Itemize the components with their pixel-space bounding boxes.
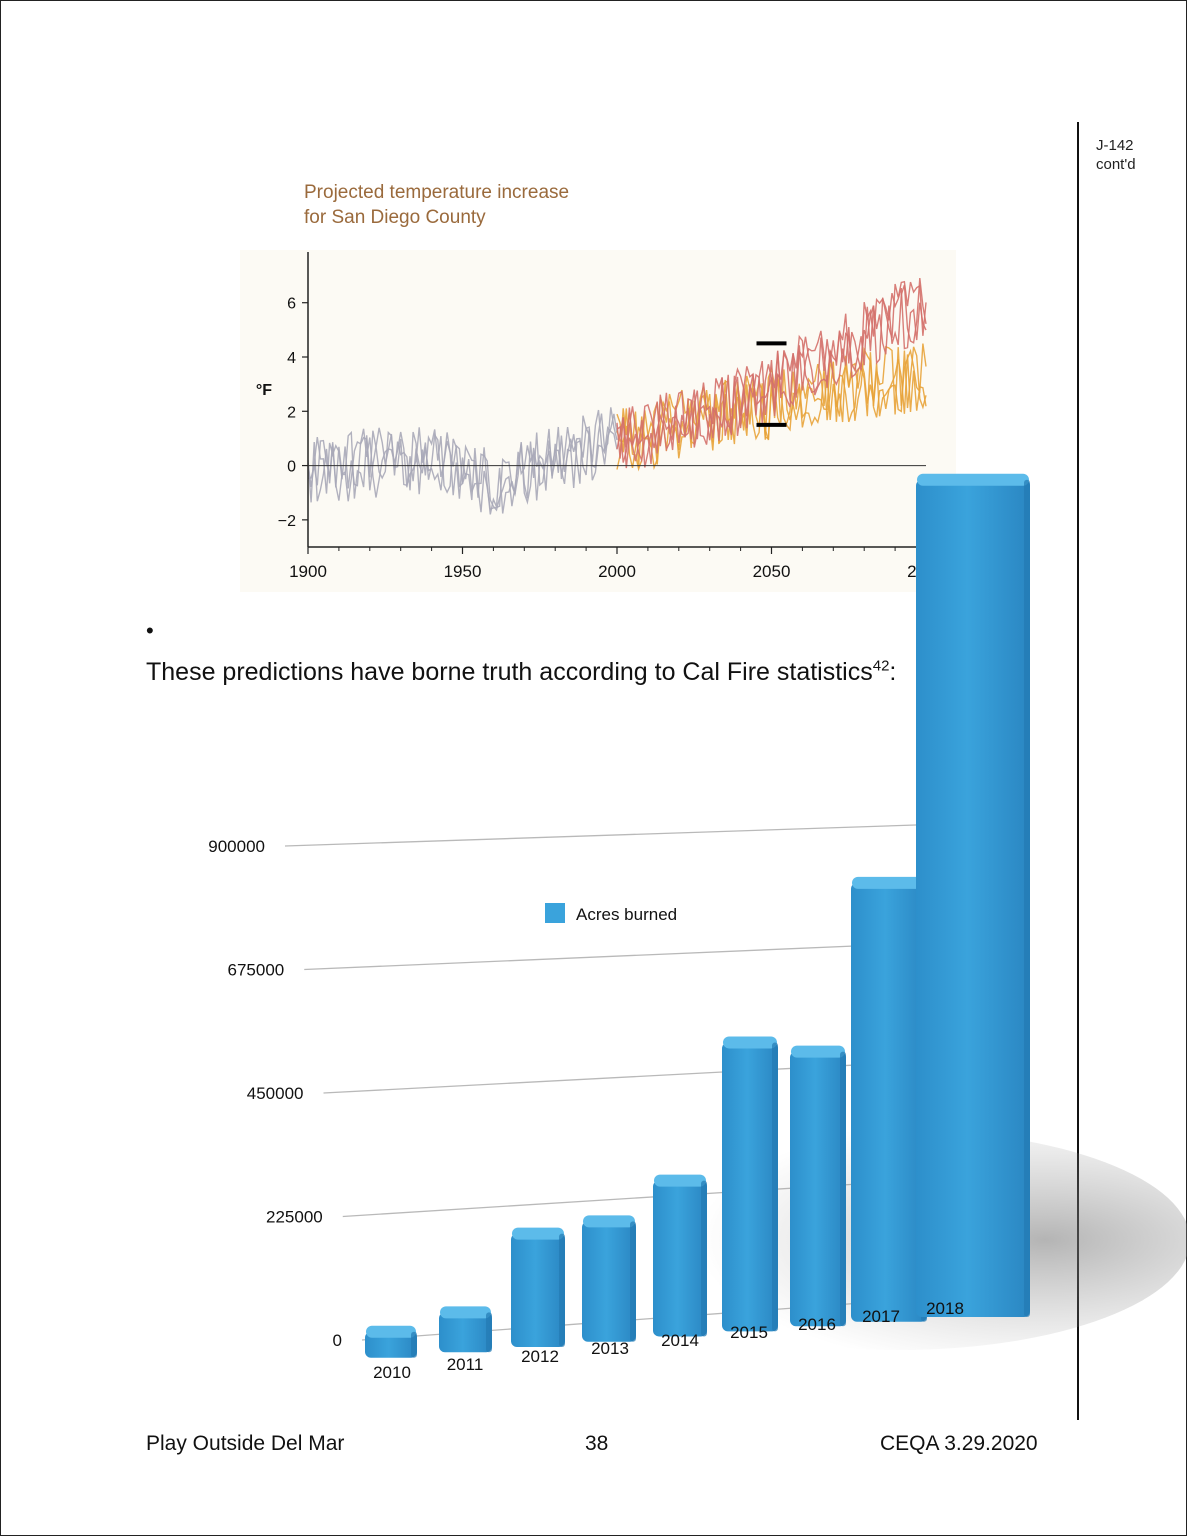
bar-x-label-2017: 2017 [862,1307,900,1326]
bar-body-2012 [511,1233,565,1347]
bar-body-2018 [916,479,1030,1317]
bar-2011 [439,1306,492,1353]
footer-organization: Play Outside Del Mar [146,1432,345,1455]
bar-y-tick-label-675000: 675000 [228,961,285,980]
bar-y-tick-label-900000: 900000 [208,837,265,856]
grid-line-900000 [284,821,1007,847]
bar-2016 [790,1045,846,1327]
legend-label: Acres burned [576,905,677,924]
bar-body-2015 [722,1042,778,1332]
bar-x-label-2014: 2014 [661,1331,699,1350]
y-tick-label-4: 4 [287,350,296,367]
bar-top-2016 [791,1045,845,1058]
x-tick-label-2000: 2000 [598,562,636,581]
y-tick-label-2: 2 [287,404,296,421]
bar-top-2012 [512,1227,564,1240]
bar-body-2013 [582,1221,636,1342]
bar-side-2013 [630,1221,636,1342]
bar-2015 [722,1036,778,1332]
y-tick-label-0: 0 [287,459,296,476]
title-line-1: Projected temperature increase [304,182,570,203]
bullet: • [146,618,154,643]
comment-continued: cont'd [1096,156,1136,173]
bar-top-2018 [917,473,1029,486]
bar-top-2015 [723,1036,777,1049]
bar-body-2016 [790,1051,846,1327]
x-tick-label-1900: 1900 [289,562,327,581]
bar-body-2017 [851,882,927,1322]
bar-x-label-2010: 2010 [373,1363,411,1382]
bar-x-label-2018: 2018 [926,1299,964,1318]
bar-x-label-2013: 2013 [591,1339,629,1358]
bar-x-label-2011: 2011 [447,1355,484,1374]
bar-body-2011 [439,1312,492,1353]
prediction-text: These predictions have borne truth accor… [146,658,896,687]
x-tick-label-1950: 1950 [444,562,482,581]
bar-top-2011 [440,1306,491,1319]
bar-top-2013 [583,1215,635,1228]
y-tick-label--2: −2 [278,513,296,530]
bar-x-label-2012: 2012 [521,1347,559,1366]
margin-rule [1077,122,1079,1420]
bar-side-2012 [559,1233,565,1347]
legend-swatch [545,903,565,923]
bar-x-label-2015: 2015 [730,1323,768,1342]
temperature-series-0-run-0 [307,409,618,515]
bar-side-2014 [701,1180,707,1337]
temperature-series-2-run-2 [616,280,927,464]
bar-2013 [582,1215,636,1342]
x-tick-label-2050: 2050 [753,562,791,581]
bar-top-2014 [654,1174,706,1187]
bar-top-2017 [852,876,926,889]
bar-body-2010 [365,1331,417,1358]
title-line-2: for San Diego County [304,207,486,228]
bar-y-tick-label-225000: 225000 [266,1208,323,1227]
temperature-chart-title: Projected temperature increase for San D… [304,180,569,230]
y-tick-label-6: 6 [287,296,296,313]
bar-top-2010 [366,1325,416,1338]
comment-number: J-142 [1096,137,1134,154]
bar-side-2011 [486,1312,492,1353]
prediction-sentence: These predictions have borne truth accor… [146,658,873,686]
bar-y-tick-label-450000: 450000 [247,1084,304,1103]
footer-document-date: CEQA 3.29.2020 [880,1432,1038,1455]
bar-2014 [653,1174,707,1337]
prediction-suffix: : [889,658,897,686]
bar-2010 [365,1325,417,1358]
footnote-ref: 42 [872,657,890,675]
bar-2017 [851,876,927,1322]
temperature-series-1-run-1 [616,352,927,469]
comment-id: J-142 cont'd [1096,136,1136,174]
temperature-series-2 [616,278,927,469]
bar-side-2016 [840,1051,846,1327]
bar-x-label-2016: 2016 [798,1315,836,1334]
footer-page-number: 38 [585,1432,609,1455]
bar-2012 [511,1227,565,1347]
bar-side-2018 [1024,479,1030,1317]
bar-y-tick-label-0: 0 [333,1331,342,1350]
bar-2018 [916,473,1030,1317]
bar-body-2014 [653,1180,707,1337]
temperature-series-0-run-2 [307,407,618,512]
bar-side-2010 [411,1331,417,1358]
y-axis-label: °F [256,382,272,399]
bar-side-2015 [772,1042,778,1332]
